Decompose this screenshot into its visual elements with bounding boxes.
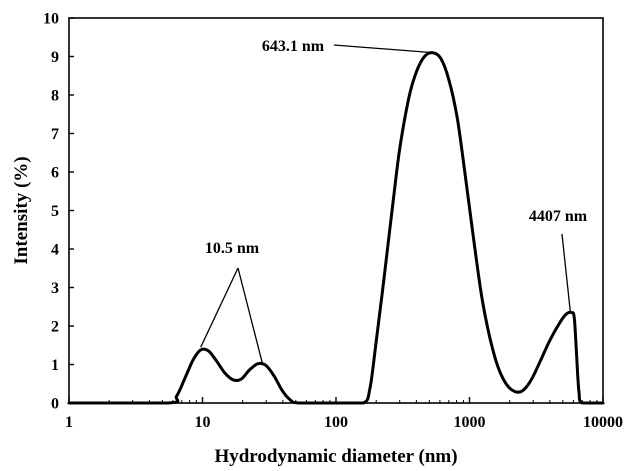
y-tick-label: 2 xyxy=(51,319,59,336)
y-tick-label: 8 xyxy=(51,88,59,105)
x-tick-label: 10000 xyxy=(583,414,623,431)
annotation-leader-line xyxy=(237,267,263,363)
y-tick-label: 9 xyxy=(51,49,59,66)
peak-annotations: 643.1 nm 10.5 nm 4407 nm xyxy=(200,38,588,363)
y-axis: 0 1 2 3 4 5 6 7 8 9 10 xyxy=(43,11,74,413)
x-axis: 1 10 100 1000 10000 xyxy=(65,397,623,431)
x-tick-label: 1000 xyxy=(454,414,486,431)
y-axis-title: Intensity (%) xyxy=(11,156,32,264)
plot-border xyxy=(68,17,604,404)
x-tick-label: 1 xyxy=(65,414,73,431)
y-tick-label: 5 xyxy=(51,203,59,220)
x-tick-label: 100 xyxy=(324,414,348,431)
y-tick-label: 3 xyxy=(51,280,59,297)
y-tick-label: 1 xyxy=(51,357,59,374)
y-tick-label: 6 xyxy=(51,165,59,182)
y-tick-label: 7 xyxy=(51,126,59,143)
data-series xyxy=(67,51,605,405)
x-tick-label: 10 xyxy=(195,414,211,431)
plot-frame xyxy=(68,17,604,404)
annotation-label: 10.5 nm xyxy=(205,240,260,257)
annotation-leader-line xyxy=(200,267,239,348)
y-tick-label: 0 xyxy=(51,396,59,413)
annotation-leader-line xyxy=(561,233,572,313)
annotation-label: 4407 nm xyxy=(529,208,588,225)
annotation-leader-line xyxy=(333,44,433,54)
y-tick-label: 10 xyxy=(43,11,59,28)
x-axis-title: Hydrodynamic diameter (nm) xyxy=(214,446,457,467)
intensity-curve xyxy=(67,51,605,405)
annotation-label: 643.1 nm xyxy=(262,38,325,55)
y-tick-label: 4 xyxy=(51,242,59,259)
